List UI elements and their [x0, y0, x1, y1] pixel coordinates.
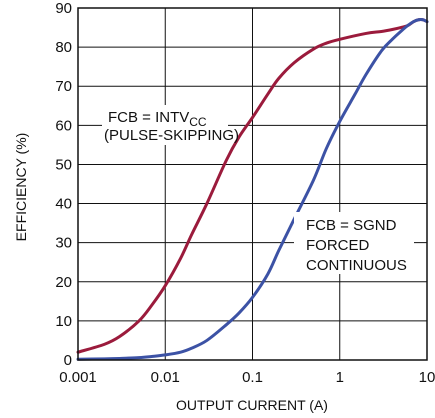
x-tick-label: 10: [419, 369, 435, 386]
plot-frame: [77, 7, 428, 361]
annotation-forced-line3: CONTINUOUS: [306, 257, 407, 274]
y-tick-label: 40: [55, 196, 72, 213]
annotation-forced-line2: FORCED: [306, 237, 370, 254]
tick-labels: 0.001 0.01 0.1 1 10 0 10 20 30 40 50 60 70 80 90: [55, 0, 435, 386]
y-tick-label: 70: [55, 78, 72, 95]
annotation-bg: [294, 212, 414, 274]
x-axis-title: OUTPUT CURRENT (A): [176, 397, 328, 413]
annotation-forced-continuous: FCB = SGND FORCED CONTINUOUS: [294, 212, 414, 274]
y-tick-label: 30: [55, 235, 72, 252]
x-tick-label: 0.01: [151, 369, 180, 386]
curves: [76, 17, 429, 361]
annotation-main-text: FCB = INTV: [108, 109, 189, 126]
y-tick-label: 60: [55, 117, 72, 134]
y-axis-title: EFFICIENCY (%): [13, 133, 29, 242]
y-tick-label: 90: [55, 0, 72, 17]
series-line-1: [76, 17, 429, 361]
y-tick-label: 50: [55, 156, 72, 173]
annotation-pulse-skipping-line2: (PULSE-SKIPPING): [104, 127, 239, 144]
y-tick-label: 0: [64, 352, 72, 369]
y-tick-label: 20: [55, 274, 72, 291]
x-tick-label: 1: [336, 369, 344, 386]
y-tick-label: 10: [55, 313, 72, 330]
annotation-pulse-skipping-line1: FCB = INTVCC: [108, 109, 207, 129]
annotation-pulse-skipping: FCB = INTVCC (PULSE-SKIPPING): [102, 105, 239, 145]
annotation-subscript: CC: [189, 115, 207, 129]
annotation-bg: [102, 105, 228, 145]
y-tick-label: 80: [55, 39, 72, 56]
plot-border: [77, 7, 428, 361]
annotation-forced-line1: FCB = SGND: [306, 217, 397, 234]
x-tick-label: 0.001: [59, 369, 97, 386]
x-tick-label: 0.1: [242, 369, 263, 386]
